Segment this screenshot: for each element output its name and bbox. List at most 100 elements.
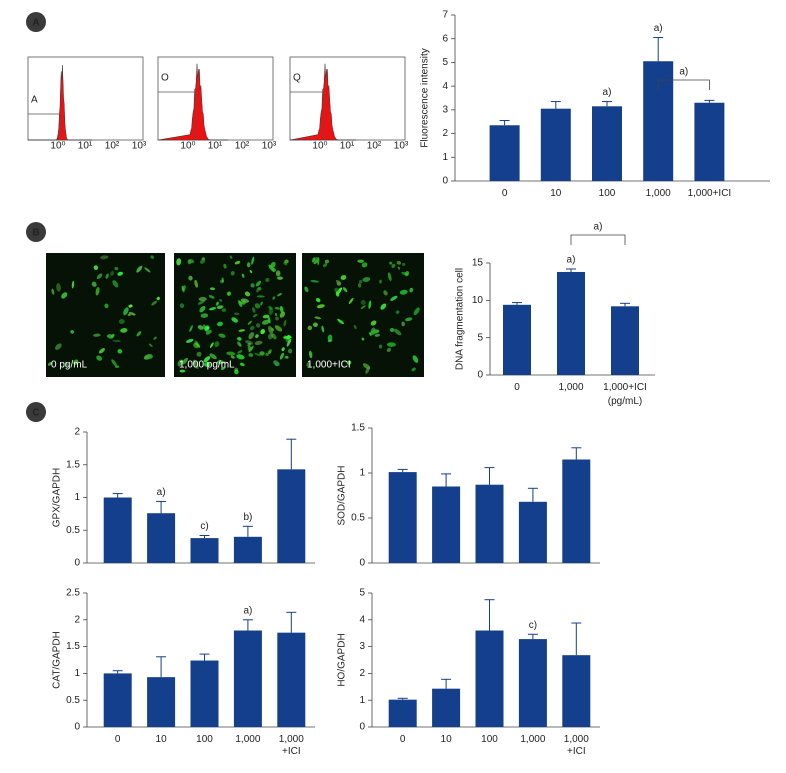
- panel-label: A: [32, 18, 39, 29]
- cell: [255, 334, 259, 338]
- cell: [310, 280, 319, 283]
- cell: [281, 347, 285, 352]
- cell: [274, 306, 280, 310]
- cell: [270, 327, 275, 332]
- cell: [221, 366, 226, 371]
- bar: [540, 108, 571, 181]
- bar: [233, 536, 262, 563]
- cell: [115, 365, 120, 368]
- y-tick-label: 0.5: [66, 525, 80, 536]
- cell: [179, 369, 186, 373]
- cell: [288, 348, 293, 354]
- bar-annotation: c): [529, 620, 537, 631]
- y-tick-label: 6: [442, 33, 448, 44]
- cell: [153, 336, 157, 340]
- x-tick-label: 1,000: [235, 734, 261, 745]
- cell: [316, 304, 325, 309]
- x-tick-label: 100: [598, 188, 616, 199]
- cell: [209, 353, 217, 360]
- cell: [55, 343, 62, 350]
- cell: [117, 271, 123, 276]
- cell: [340, 275, 347, 280]
- cell: [401, 262, 406, 266]
- cell: [238, 329, 246, 332]
- y-tick-label: 5: [442, 57, 448, 68]
- cell: [144, 267, 151, 273]
- y-tick-label: 0.5: [66, 695, 80, 706]
- y-tick-label: 7: [442, 10, 448, 21]
- cell: [197, 300, 205, 305]
- cell: [136, 265, 143, 273]
- cell: [275, 316, 279, 321]
- cell: [197, 325, 204, 330]
- cell: [127, 313, 131, 316]
- cell: [199, 306, 206, 313]
- cell: [136, 331, 142, 337]
- cell: [96, 273, 103, 280]
- histogram-tick: 10¹: [208, 141, 223, 152]
- cell: [91, 281, 97, 287]
- y-tick-label: 0.5: [351, 513, 365, 524]
- cell: [304, 286, 309, 293]
- histogram-tick: 10³: [262, 141, 277, 152]
- bar: [562, 655, 591, 727]
- cell: [283, 335, 292, 339]
- cell: [217, 360, 224, 365]
- cell: [110, 271, 114, 276]
- cell: [362, 363, 371, 370]
- bar-annotation: a): [654, 23, 663, 34]
- cell: [209, 287, 215, 291]
- cell: [405, 317, 413, 322]
- histogram-label: Q: [293, 73, 301, 84]
- cell: [231, 317, 238, 323]
- x-tick-label: 100: [196, 734, 213, 745]
- y-tick-label: 2.5: [66, 588, 80, 599]
- cell: [336, 281, 342, 286]
- cell: [274, 312, 278, 317]
- cell: [252, 313, 258, 318]
- x-tick-label: 1,000: [558, 382, 584, 393]
- histogram-label: O: [161, 73, 169, 84]
- bar: [103, 673, 132, 727]
- y-tick-label: 0: [477, 370, 483, 381]
- y-axis-label: CAT/GAPDH: [52, 631, 63, 689]
- cell: [214, 341, 220, 347]
- cell: [93, 265, 99, 270]
- cell: [312, 322, 318, 327]
- y-tick-label: 1: [74, 668, 80, 679]
- y-tick-label: 1: [74, 492, 80, 503]
- cell: [177, 359, 184, 367]
- y-tick-label: 1.5: [66, 641, 80, 652]
- x-tick-label: 0: [514, 382, 520, 393]
- cell: [240, 362, 245, 367]
- y-tick-label: 0: [359, 722, 365, 733]
- cell: [70, 330, 75, 334]
- panel-label: C: [32, 408, 39, 419]
- micrograph-label: 1,000 pg/mL: [179, 360, 235, 371]
- cell: [397, 266, 401, 270]
- cell: [227, 291, 231, 296]
- cell: [268, 348, 272, 355]
- y-axis-label: GPX/GAPDH: [52, 468, 63, 527]
- cell: [201, 257, 205, 261]
- x-tick-label: 1,000: [520, 734, 546, 745]
- cell: [265, 353, 269, 356]
- cell: [61, 292, 68, 299]
- cell: [205, 329, 212, 335]
- cell: [389, 261, 393, 265]
- bar: [388, 472, 417, 563]
- cell: [64, 361, 70, 367]
- cell: [120, 328, 128, 333]
- histogram-frame: [289, 56, 406, 141]
- bar: [562, 459, 591, 563]
- cell: [251, 307, 256, 313]
- cell: [379, 279, 382, 284]
- cell: [203, 324, 208, 332]
- cell: [237, 350, 243, 354]
- cell: [192, 359, 197, 365]
- cell: [348, 297, 354, 305]
- histogram-tick: 10²: [105, 141, 120, 152]
- cell: [324, 259, 330, 264]
